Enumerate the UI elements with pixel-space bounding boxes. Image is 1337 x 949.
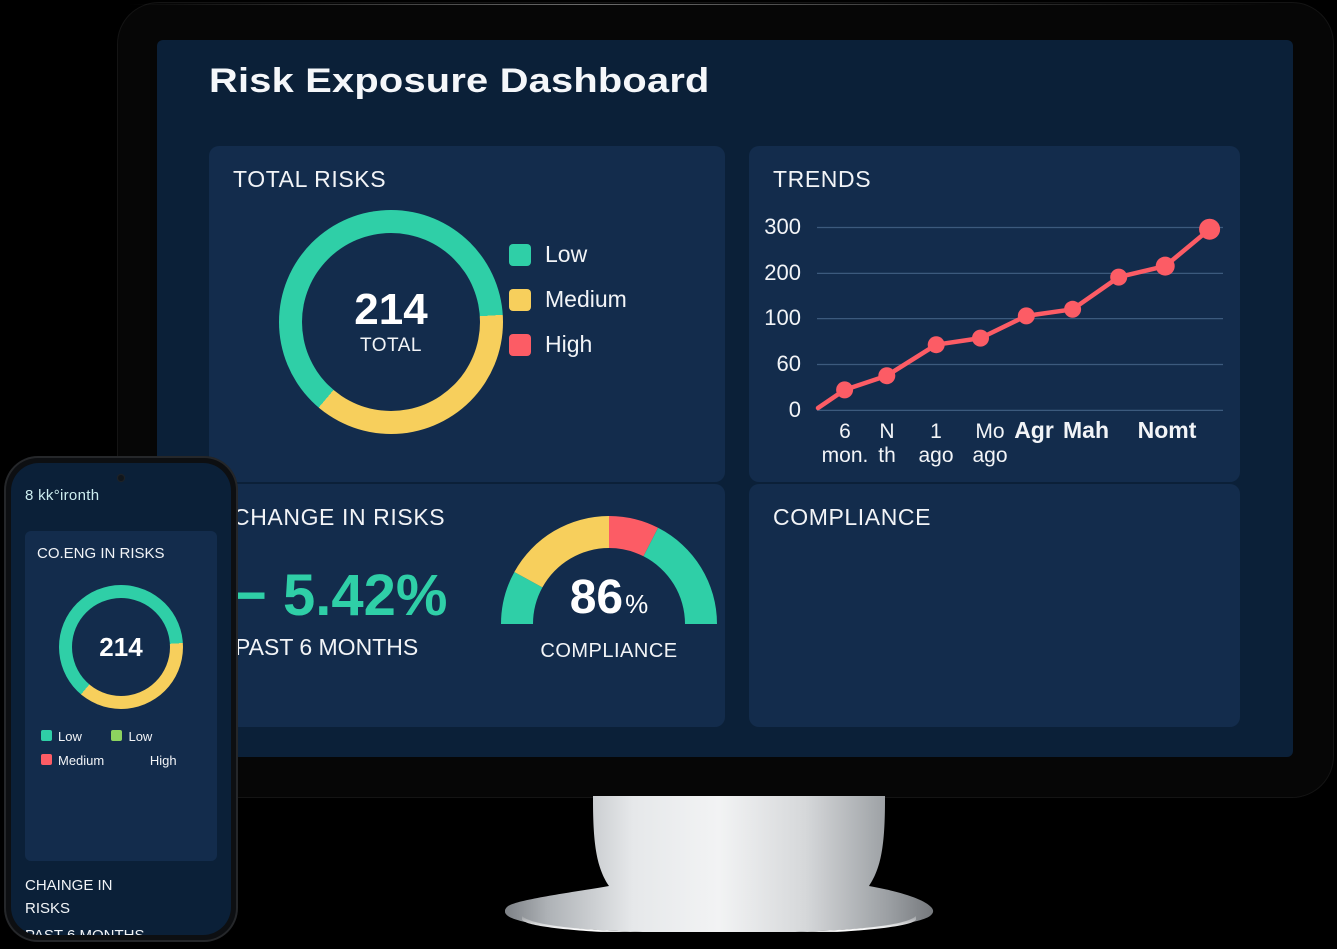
svg-text:mon.: mon. [822, 444, 869, 467]
svg-text:N: N [879, 420, 894, 443]
svg-text:Agr: Agr [1014, 417, 1054, 443]
svg-text:ago: ago [972, 444, 1007, 467]
svg-text:Nomt: Nomt [1138, 417, 1197, 443]
svg-text:200: 200 [764, 260, 801, 285]
svg-text:100: 100 [764, 305, 801, 330]
svg-text:6: 6 [839, 420, 851, 443]
svg-text:Mah: Mah [1063, 417, 1109, 443]
svg-text:0: 0 [789, 397, 801, 422]
svg-text:th: th [878, 444, 896, 467]
svg-text:ago: ago [918, 444, 953, 467]
svg-text:Mo: Mo [975, 420, 1004, 443]
svg-text:300: 300 [764, 214, 801, 239]
svg-text:1: 1 [930, 420, 942, 443]
svg-text:60: 60 [777, 351, 801, 376]
